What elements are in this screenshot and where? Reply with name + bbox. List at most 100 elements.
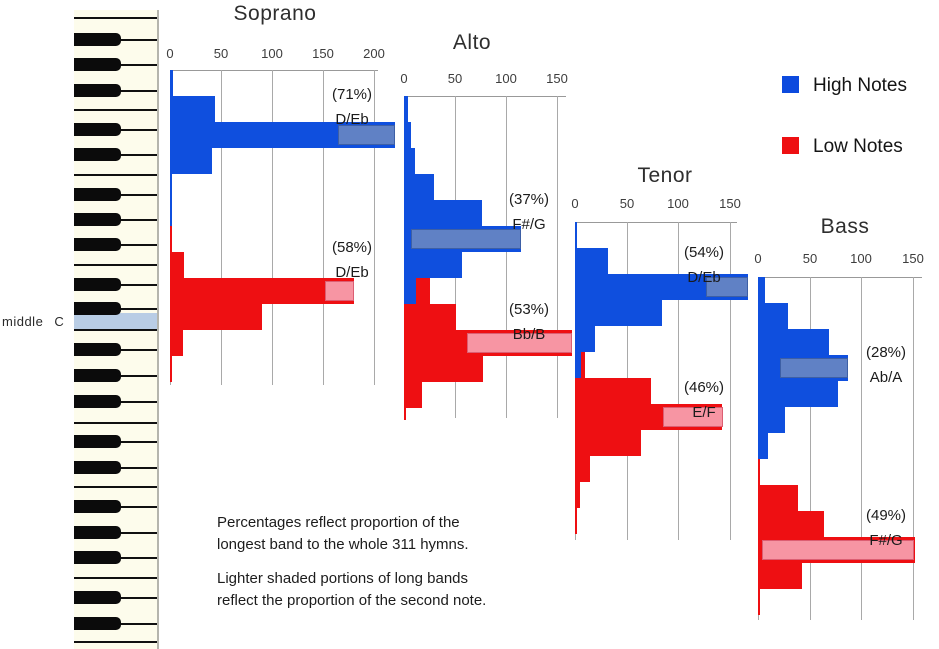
- alto-high-band-annotation: (37%) F#/G: [474, 187, 584, 237]
- alto-x-axis-line: [404, 96, 566, 97]
- black-key: [74, 526, 121, 539]
- bass-high-band-annotation: (28%) Ab/A: [831, 340, 939, 390]
- black-key: [74, 369, 121, 382]
- soprano-high-band-percentage: (71%): [331, 86, 372, 103]
- alto-high-band-percentage: (37%): [508, 191, 549, 208]
- middle-c-label: middle C: [2, 314, 65, 329]
- alto-high-band-notes: F#/G: [512, 216, 546, 233]
- tenor-tick-label: 100: [667, 196, 689, 211]
- soprano-tick-label: 50: [213, 46, 229, 61]
- soprano-low-bar: [170, 356, 172, 382]
- alto-high-bar: [404, 174, 434, 200]
- alto-tick-label: 50: [447, 71, 463, 86]
- bass-low-bar: [758, 511, 824, 537]
- black-key-boundary-line: [121, 441, 157, 443]
- tenor-low-band-annotation: (46%) E/F: [649, 375, 759, 425]
- alto-high-bar: [404, 200, 482, 226]
- tenor-gridline: [678, 222, 679, 540]
- alto-high-second-note-overlay: [411, 229, 521, 249]
- soprano-high-bar: [170, 174, 172, 200]
- soprano-high-bar: [170, 70, 173, 96]
- soprano-low-bar: [170, 304, 262, 330]
- black-key-boundary-line: [121, 597, 157, 599]
- white-key-boundary-line: [74, 577, 157, 579]
- soprano-low-bar: [170, 278, 354, 304]
- tenor-low-second-note-overlay: [663, 407, 723, 427]
- black-key: [74, 461, 121, 474]
- black-key-boundary-line: [121, 219, 157, 221]
- alto-tick-label: 100: [495, 71, 517, 86]
- soprano-low-second-note-overlay: [325, 281, 354, 301]
- bass-low-bar: [758, 485, 798, 511]
- soprano-low-band-notes: D/Eb: [335, 264, 369, 281]
- tenor-high-bar: [575, 326, 595, 352]
- black-key-boundary-line: [121, 401, 157, 403]
- bass-tick-label: 0: [754, 251, 762, 266]
- black-key-boundary-line: [121, 467, 157, 469]
- tenor-high-bar: [575, 300, 662, 326]
- black-key-boundary-line: [121, 349, 157, 351]
- bass-tick-label: 100: [850, 251, 872, 266]
- black-key-boundary-line: [121, 557, 157, 559]
- bass-chart-title: Bass: [820, 215, 870, 238]
- black-key: [74, 435, 121, 448]
- black-key: [74, 188, 121, 201]
- alto-tick-label: 150: [546, 71, 568, 86]
- white-key-boundary-line: [74, 109, 157, 111]
- soprano-high-bar: [170, 96, 215, 122]
- black-key-boundary-line: [121, 308, 157, 310]
- high-notes-swatch: [782, 76, 799, 93]
- bass-low-second-note-overlay: [762, 540, 914, 560]
- tenor-low-bar: [575, 482, 580, 508]
- bass-high-bar: [758, 329, 829, 355]
- soprano-gridline: [374, 70, 375, 385]
- bass-high-bar: [758, 277, 765, 303]
- bass-tick-label: 150: [902, 251, 924, 266]
- black-key: [74, 591, 121, 604]
- alto-chart-title: Alto: [452, 31, 492, 54]
- bass-low-band-percentage: (49%): [865, 507, 906, 524]
- soprano-tick-label: 200: [363, 46, 385, 61]
- tenor-high-second-note-overlay: [706, 277, 748, 297]
- tenor-high-bar: [575, 248, 608, 274]
- bass-gridline: [913, 277, 914, 620]
- soprano-high-bar: [170, 148, 212, 174]
- black-key: [74, 148, 121, 161]
- tenor-high-band-percentage: (54%): [683, 244, 724, 261]
- alto-low-bar: [404, 408, 406, 420]
- tenor-low-band-percentage: (46%): [683, 379, 724, 396]
- black-key: [74, 395, 121, 408]
- tenor-low-bar: [575, 508, 577, 534]
- tenor-chart-title: Tenor: [637, 164, 693, 187]
- soprano-x-axis-line: [170, 70, 378, 71]
- alto-low-bar: [404, 356, 483, 382]
- black-key: [74, 238, 121, 251]
- black-key: [74, 500, 121, 513]
- soprano-low-bar: [170, 226, 172, 252]
- black-key: [74, 33, 121, 46]
- black-key-boundary-line: [121, 623, 157, 625]
- alto-high-bar: [404, 252, 462, 278]
- alto-low-band-percentage: (53%): [508, 301, 549, 318]
- bass-gridline: [861, 277, 862, 620]
- black-key: [74, 278, 121, 291]
- bass-low-band-annotation: (49%) F#/G: [831, 503, 939, 553]
- note-text-line: longest band to the whole 311 hymns.: [217, 536, 469, 553]
- black-key: [74, 343, 121, 356]
- tenor-high-bar: [575, 222, 577, 248]
- alto-high-bar: [404, 278, 416, 304]
- middle-c-key-highlight: [74, 313, 157, 329]
- bass-low-bar: [758, 563, 802, 589]
- bass-high-bar: [758, 433, 768, 459]
- note-text-line: reflect the proportion of the second not…: [217, 592, 487, 609]
- black-key-boundary-line: [121, 375, 157, 377]
- alto-low-bar: [404, 382, 422, 408]
- piano-keyboard: [74, 10, 159, 649]
- black-key: [74, 551, 121, 564]
- black-key: [74, 302, 121, 315]
- bass-low-bar: [758, 459, 760, 485]
- note-text-line: Percentages reflect proportion of the: [217, 514, 460, 531]
- tenor-low-bar: [575, 430, 641, 456]
